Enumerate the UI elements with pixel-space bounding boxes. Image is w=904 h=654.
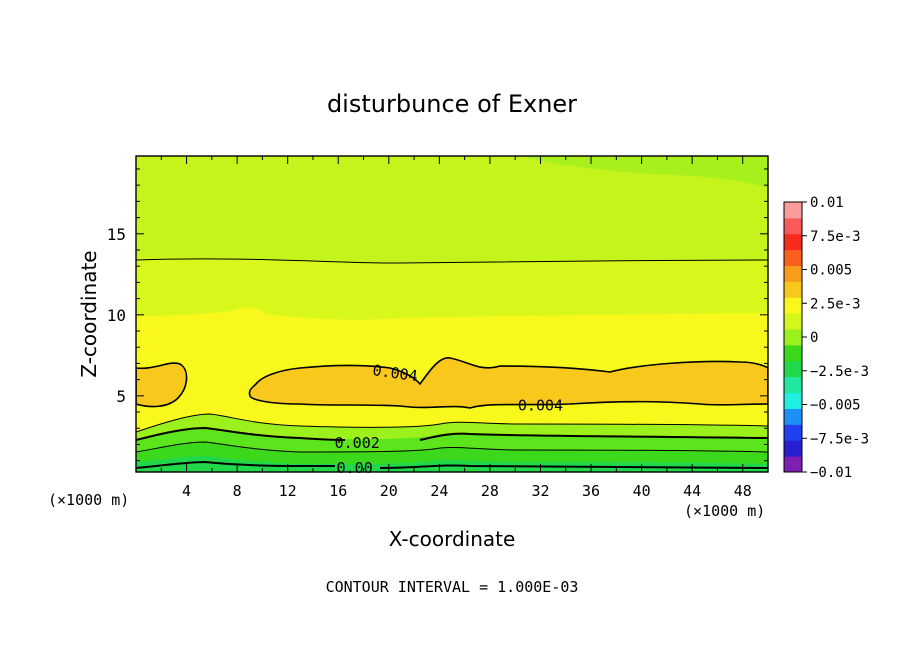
x-tick-label: 16 [329,482,347,500]
colorbar-swatch [784,265,802,282]
x-tick-label: 44 [683,482,701,500]
x-axis-label: X-coordinate [389,527,516,551]
x-tick-label: 48 [734,482,752,500]
y-ticks: 5 10 15 [107,168,768,462]
y-tick-label: 5 [116,387,126,406]
colorbar-swatch [784,233,802,251]
x-tick-label: 20 [380,482,398,500]
colorbar-swatch [784,456,802,473]
colorbar-swatch [784,376,802,394]
x-tick-label: 40 [633,482,651,500]
x-tick-label: 12 [279,482,297,500]
region-0p004-main [248,357,768,409]
colorbar-swatch [784,281,802,298]
colorbar-swatch [784,424,802,441]
x-unit-left: (×1000 m) [48,491,129,509]
contour-line-0p002-b [136,426,768,441]
x-tick-label: 4 [182,482,191,500]
colorbar-tick-label: 7.5e-3 [810,229,861,245]
colorbar-swatch [784,440,802,457]
x-tick-label: 28 [481,482,499,500]
colorbar-swatch [784,313,802,330]
contour-label: 0.00 [337,459,373,477]
colorbar-swatch [784,360,802,378]
band-top-green [520,156,768,188]
y-axis-label: Z-coordinate [77,250,101,377]
contour-label: 0.004 [518,397,563,415]
colorbar-tick-label: 2.5e-3 [810,296,861,312]
y-tick-label: 10 [107,306,126,325]
contour-line-0p003 [136,258,768,264]
colorbar-tick-label: −2.5e-3 [810,364,869,380]
colorbar-swatch [784,329,802,346]
contour-line-0p002 [136,413,768,433]
colorbar-tick-label: 0 [810,330,818,346]
colorbar-tick-label: 0.005 [810,263,852,279]
colorbar-swatch [784,217,802,235]
x-ticks: 4 8 12 16 20 24 28 32 36 40 44 48 [160,156,752,500]
colorbar-swatch [784,297,802,314]
region-0p004-left [136,362,188,408]
x-tick-label: 24 [430,482,448,500]
x-tick-label: 8 [233,482,242,500]
colorbar-swatch [784,202,802,219]
colorbar: 0.01 7.5e-3 0.005 2.5e-3 0 −2.5e-3 −0.005 −7.5e… [783,195,869,481]
x-unit-right: (×1000 m) [684,502,765,520]
colorbar-tick-label: −0.01 [810,465,852,481]
x-tick-label: 36 [582,482,600,500]
chart-title: disturbunce of Exner [327,90,577,118]
colorbar-swatch [784,408,802,425]
colorbar-tick-label: 0.01 [810,195,844,211]
contour-label: 0.002 [335,434,380,452]
x-tick-label: 32 [531,482,549,500]
contour-line-0p001 [136,441,768,453]
colorbar-swatch [784,392,802,409]
colorbar-swatch [784,344,802,362]
band-0p5e-3 [136,456,768,472]
contour-interval-note: CONTOUR INTERVAL = 1.000E-03 [326,578,579,596]
colorbar-tick-label: −0.005 [810,398,861,414]
colorbar-swatch [784,249,802,267]
y-tick-label: 15 [107,225,126,244]
plot-frame [135,155,769,473]
colorbar-tick-label: −7.5e-3 [810,431,869,447]
